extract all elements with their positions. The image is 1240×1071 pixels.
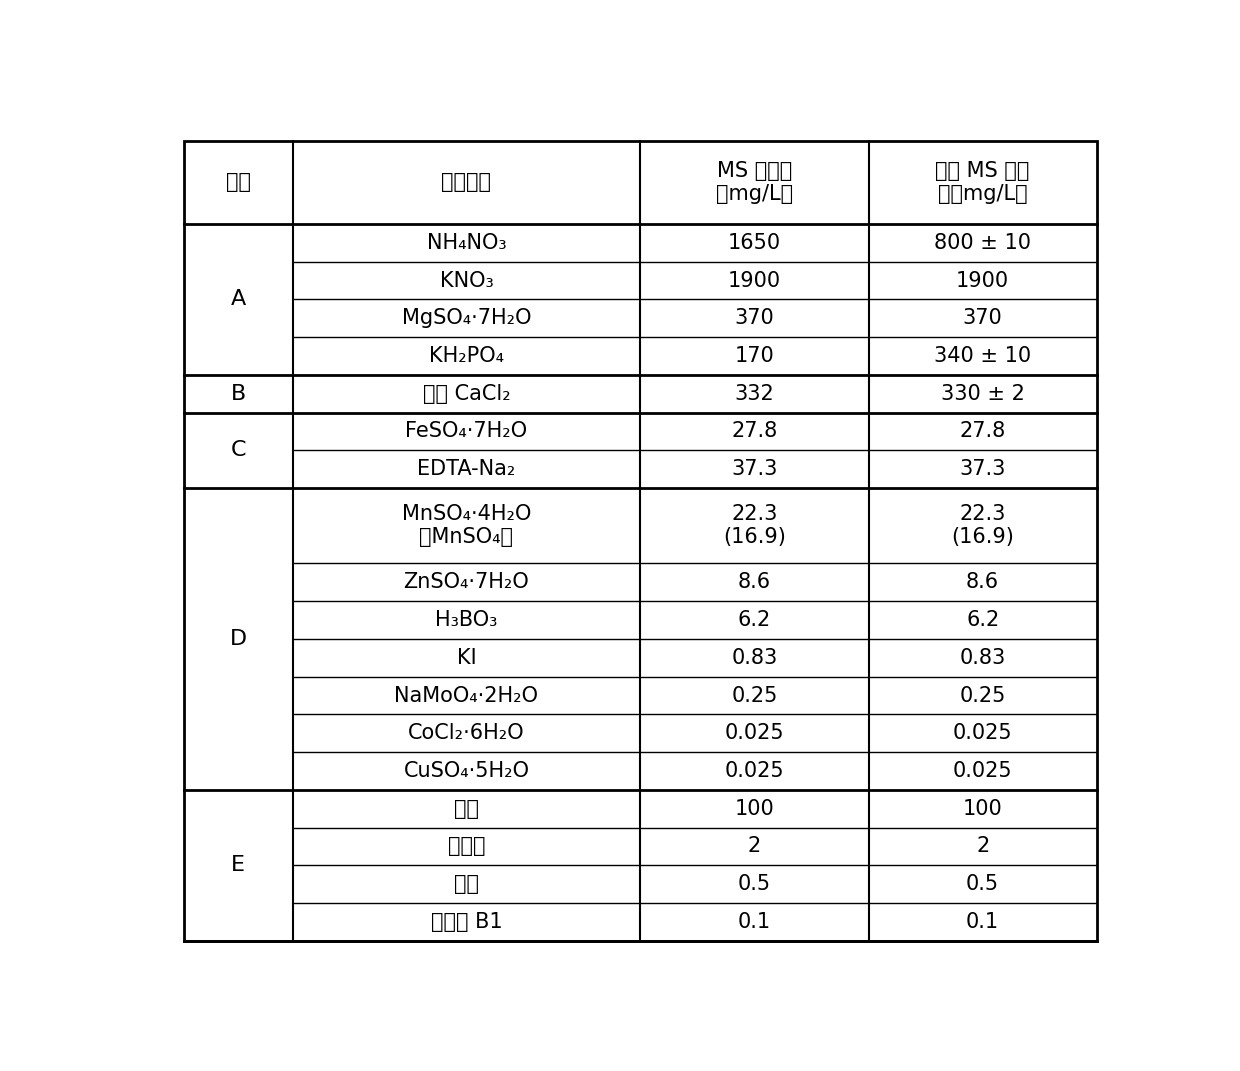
- Text: NH₄NO₃: NH₄NO₃: [427, 232, 506, 253]
- Text: C: C: [231, 440, 246, 461]
- Text: 100: 100: [962, 799, 1002, 818]
- Text: MS 培养基
（mg/L）: MS 培养基 （mg/L）: [715, 161, 794, 203]
- Text: 330 ± 2: 330 ± 2: [941, 383, 1024, 404]
- Text: NaMoO₄·2H₂O: NaMoO₄·2H₂O: [394, 685, 538, 706]
- Text: 27.8: 27.8: [960, 421, 1006, 441]
- Text: 0.025: 0.025: [952, 723, 1013, 743]
- Text: 0.1: 0.1: [966, 911, 999, 932]
- Text: 编号: 编号: [226, 172, 250, 193]
- Text: MgSO₄·7H₂O: MgSO₄·7H₂O: [402, 308, 531, 328]
- Text: E: E: [231, 856, 246, 875]
- Text: 37.3: 37.3: [960, 459, 1006, 479]
- Text: 0.83: 0.83: [960, 648, 1006, 668]
- Text: ZnSO₄·7H₂O: ZnSO₄·7H₂O: [403, 572, 529, 592]
- Text: 1900: 1900: [728, 271, 781, 290]
- Text: 0.5: 0.5: [738, 874, 771, 894]
- Text: B: B: [231, 383, 246, 404]
- Text: 试剂名称: 试剂名称: [441, 172, 491, 193]
- Text: 800 ± 10: 800 ± 10: [934, 232, 1032, 253]
- Text: 0.025: 0.025: [724, 761, 784, 781]
- Text: 0.5: 0.5: [966, 874, 999, 894]
- Text: 肌醇: 肌醇: [454, 799, 479, 818]
- Text: 0.025: 0.025: [724, 723, 784, 743]
- Text: 8.6: 8.6: [966, 572, 999, 592]
- Text: 0.25: 0.25: [960, 685, 1006, 706]
- Text: 6.2: 6.2: [966, 610, 999, 630]
- Text: D: D: [229, 629, 247, 649]
- Text: 170: 170: [734, 346, 774, 366]
- Text: KNO₃: KNO₃: [439, 271, 494, 290]
- Text: FeSO₄·7H₂O: FeSO₄·7H₂O: [405, 421, 527, 441]
- Text: 27.8: 27.8: [732, 421, 777, 441]
- Text: 22.3
(16.9): 22.3 (16.9): [951, 504, 1014, 547]
- Text: EDTA-Na₂: EDTA-Na₂: [417, 459, 516, 479]
- Text: KI: KI: [456, 648, 476, 668]
- Text: KH₂PO₄: KH₂PO₄: [429, 346, 503, 366]
- Text: 2: 2: [976, 836, 990, 857]
- Text: 无水 CaCl₂: 无水 CaCl₂: [423, 383, 511, 404]
- Text: 0.83: 0.83: [732, 648, 777, 668]
- Text: 340 ± 10: 340 ± 10: [934, 346, 1032, 366]
- Text: A: A: [231, 289, 246, 310]
- Text: 37.3: 37.3: [732, 459, 777, 479]
- Text: 0.1: 0.1: [738, 911, 771, 932]
- Text: 100: 100: [734, 799, 774, 818]
- Text: 2: 2: [748, 836, 761, 857]
- Text: 22.3
(16.9): 22.3 (16.9): [723, 504, 786, 547]
- Text: CoCl₂·6H₂O: CoCl₂·6H₂O: [408, 723, 525, 743]
- Text: 0.25: 0.25: [732, 685, 777, 706]
- Text: 8.6: 8.6: [738, 572, 771, 592]
- Text: MnSO₄·4H₂O
（MnSO₄）: MnSO₄·4H₂O （MnSO₄）: [402, 504, 531, 547]
- Text: 6.2: 6.2: [738, 610, 771, 630]
- Text: 332: 332: [734, 383, 774, 404]
- Text: 甘氨酸: 甘氨酸: [448, 836, 485, 857]
- Text: 烟酸: 烟酸: [454, 874, 479, 894]
- Text: 维生素 B1: 维生素 B1: [430, 911, 502, 932]
- Text: 0.025: 0.025: [952, 761, 1013, 781]
- Text: 改良 MS 培养
基（mg/L）: 改良 MS 培养 基（mg/L）: [935, 161, 1030, 203]
- Text: H₃BO₃: H₃BO₃: [435, 610, 497, 630]
- Text: 370: 370: [734, 308, 774, 328]
- Text: 1900: 1900: [956, 271, 1009, 290]
- Text: 370: 370: [962, 308, 1002, 328]
- Text: CuSO₄·5H₂O: CuSO₄·5H₂O: [403, 761, 529, 781]
- Text: 1650: 1650: [728, 232, 781, 253]
